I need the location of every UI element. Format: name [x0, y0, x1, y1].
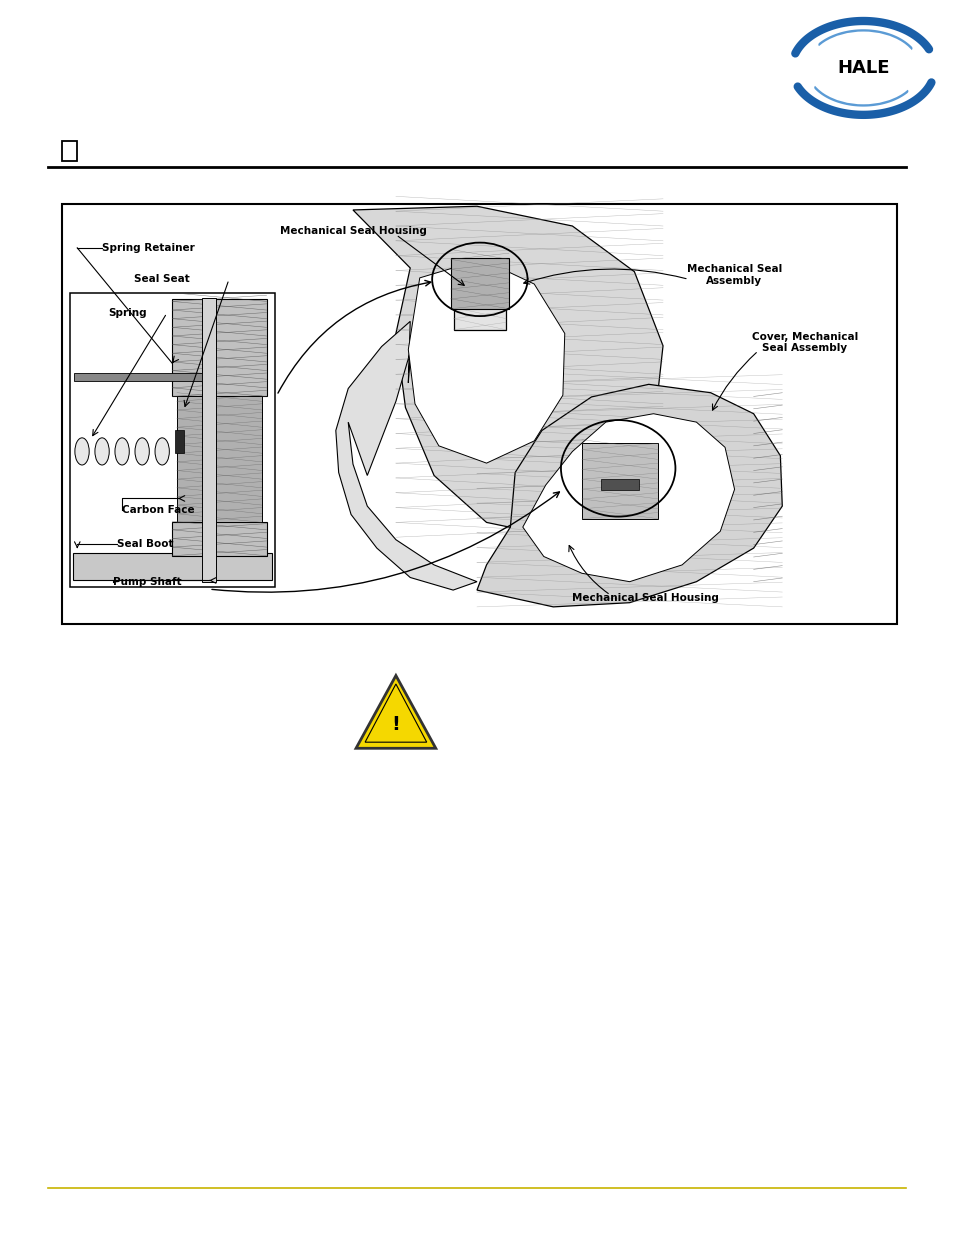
Ellipse shape — [807, 32, 918, 104]
Bar — [72, 553, 272, 580]
Ellipse shape — [787, 16, 938, 120]
Bar — [177, 396, 261, 522]
Ellipse shape — [135, 438, 150, 466]
Ellipse shape — [114, 438, 130, 466]
Text: HALE: HALE — [836, 59, 889, 77]
Text: !: ! — [391, 715, 400, 735]
Text: Mechanical Seal Housing: Mechanical Seal Housing — [572, 593, 719, 603]
Bar — [172, 299, 266, 396]
Text: Seal Seat: Seal Seat — [133, 274, 189, 284]
Bar — [62, 204, 896, 624]
Bar — [62, 141, 77, 161]
Polygon shape — [353, 206, 662, 537]
Text: Cover, Mechanical
Seal Assembly: Cover, Mechanical Seal Assembly — [751, 331, 857, 353]
Bar — [74, 373, 201, 380]
Polygon shape — [476, 384, 781, 606]
Polygon shape — [522, 414, 734, 582]
Text: Spring Retainer: Spring Retainer — [102, 243, 194, 253]
Ellipse shape — [74, 438, 90, 466]
Text: Seal Boot: Seal Boot — [117, 538, 173, 548]
Ellipse shape — [154, 438, 170, 466]
Bar — [600, 479, 639, 490]
Polygon shape — [335, 321, 476, 590]
Text: Pump Shaft: Pump Shaft — [112, 577, 181, 587]
Text: Carbon Face: Carbon Face — [122, 505, 194, 515]
Polygon shape — [365, 684, 426, 742]
Bar — [450, 258, 509, 309]
Bar — [70, 293, 274, 587]
Polygon shape — [355, 676, 436, 748]
Bar — [202, 298, 215, 582]
Bar — [172, 522, 266, 556]
Text: Mechanical Seal
Assembly: Mechanical Seal Assembly — [686, 264, 781, 287]
Bar — [454, 263, 505, 330]
Text: Mechanical Seal Housing: Mechanical Seal Housing — [279, 226, 426, 236]
Bar — [174, 431, 183, 453]
Text: Spring: Spring — [108, 308, 146, 317]
Bar — [581, 443, 658, 519]
Polygon shape — [408, 259, 564, 463]
Ellipse shape — [95, 438, 109, 466]
